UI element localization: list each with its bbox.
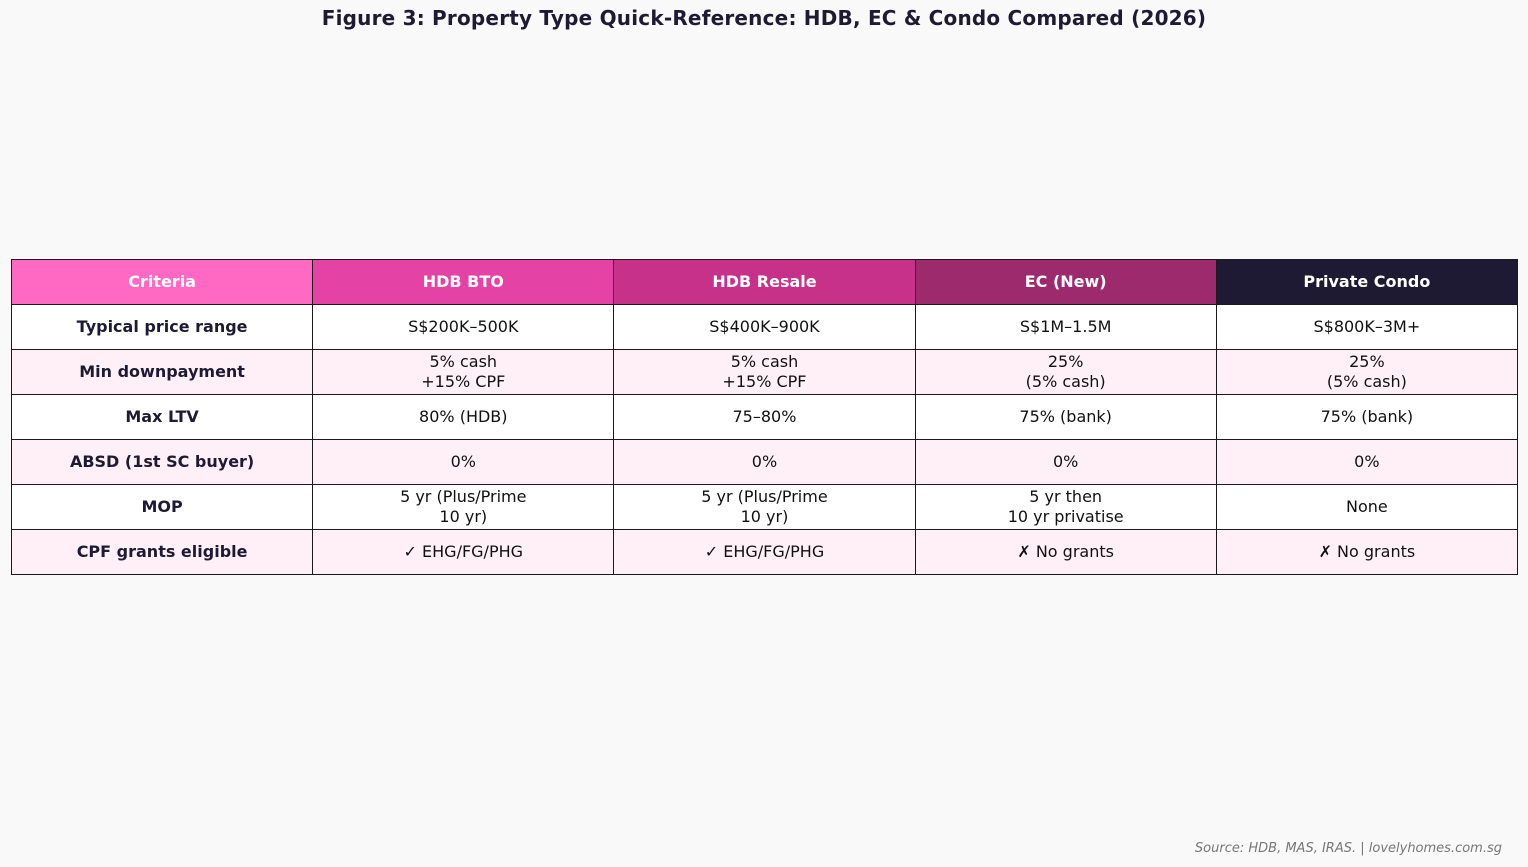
value-cell: ✗ No grants bbox=[1215, 529, 1519, 575]
criteria-cell: Min downpayment bbox=[10, 349, 314, 395]
value-cell: 0% bbox=[1215, 439, 1519, 485]
cell-text: 5 yr (Plus/Prime bbox=[701, 487, 828, 506]
cell-text: 80% (HDB) bbox=[419, 407, 508, 426]
value-cell: 25% (5% cash) bbox=[1215, 349, 1519, 395]
cell-text: (5% cash) bbox=[1025, 372, 1106, 391]
cell-text: None bbox=[1346, 497, 1388, 516]
cell-text: 25% bbox=[1047, 352, 1084, 371]
comparison-table: Criteria HDB BTO HDB Resale EC (New) Private… bbox=[10, 259, 1519, 575]
cell-text: 10 yr) bbox=[740, 507, 789, 526]
table-row: Typical price range S$200K–500K S$400K–900… bbox=[10, 304, 1519, 350]
value-cell: 75% (bank) bbox=[914, 394, 1217, 440]
cell-text: S$800K–3M+ bbox=[1313, 317, 1421, 336]
cell-text: (5% cash) bbox=[1326, 372, 1407, 391]
cell-text: 75% (bank) bbox=[1019, 407, 1112, 426]
value-cell: ✓ EHG/FG/PHG bbox=[613, 529, 916, 575]
cell-text: S$200K–500K bbox=[408, 317, 519, 336]
table-header-row: Criteria HDB BTO HDB Resale EC (New) Private… bbox=[10, 259, 1519, 305]
chart-title: Figure 3: Property Type Quick-Reference:… bbox=[321, 6, 1207, 30]
value-cell: ✓ EHG/FG/PHG bbox=[312, 529, 615, 575]
criteria-cell: Max LTV bbox=[10, 394, 314, 440]
cell-text: ✗ No grants bbox=[1318, 542, 1416, 561]
table-row: Max LTV 80% (HDB) 75–80% 75% (bank) 75% (ban… bbox=[10, 394, 1519, 440]
value-cell: 0% bbox=[914, 439, 1217, 485]
value-cell: S$800K–3M+ bbox=[1215, 304, 1519, 350]
cell-text: ✓ EHG/FG/PHG bbox=[704, 542, 825, 561]
table-row: MOP 5 yr (Plus/Prime 10 yr) 5 yr (Plus/Prim… bbox=[10, 484, 1519, 530]
cell-text: 5 yr then bbox=[1029, 487, 1103, 506]
criteria-cell: MOP bbox=[10, 484, 314, 530]
cell-text: S$1M–1.5M bbox=[1019, 317, 1112, 336]
column-header: Private Condo bbox=[1215, 259, 1519, 305]
cell-text: 25% bbox=[1349, 352, 1385, 371]
criteria-cell: CPF grants eligible bbox=[10, 529, 314, 575]
criteria-cell: ABSD (1st SC buyer) bbox=[10, 439, 314, 485]
column-header: EC (New) bbox=[914, 259, 1217, 305]
value-cell: 75–80% bbox=[613, 394, 916, 440]
table-body: Typical price range S$200K–500K S$400K–900… bbox=[10, 304, 1519, 575]
value-cell: 0% bbox=[312, 439, 615, 485]
cell-text: ✓ EHG/FG/PHG bbox=[403, 542, 524, 561]
column-header: Criteria bbox=[10, 259, 314, 305]
value-cell: 5 yr (Plus/Prime 10 yr) bbox=[312, 484, 615, 530]
cell-text: ✗ No grants bbox=[1017, 542, 1114, 561]
cell-text: 0% bbox=[450, 452, 476, 471]
value-cell: S$1M–1.5M bbox=[914, 304, 1217, 350]
table-row: Min downpayment 5% cash +15% CPF 5% cash +15… bbox=[10, 349, 1519, 395]
column-header: HDB BTO bbox=[312, 259, 615, 305]
column-header: HDB Resale bbox=[613, 259, 916, 305]
cell-text: +15% CPF bbox=[421, 372, 506, 391]
value-cell: S$400K–900K bbox=[613, 304, 916, 350]
value-cell: 5 yr then 10 yr privatise bbox=[914, 484, 1217, 530]
cell-text: 10 yr privatise bbox=[1007, 507, 1124, 526]
cell-text: 5 yr (Plus/Prime bbox=[400, 487, 527, 506]
value-cell: None bbox=[1215, 484, 1519, 530]
cell-text: 10 yr) bbox=[439, 507, 488, 526]
value-cell: 5% cash +15% CPF bbox=[312, 349, 615, 395]
cell-text: 75–80% bbox=[732, 407, 797, 426]
cell-text: 0% bbox=[1354, 452, 1380, 471]
value-cell: 25% (5% cash) bbox=[914, 349, 1217, 395]
source-note: Source: HDB, MAS, IRAS. | lovelyhomes.co… bbox=[1194, 841, 1502, 856]
table-row: CPF grants eligible ✓ EHG/FG/PHG ✓ EHG/FG/… bbox=[10, 529, 1519, 575]
value-cell: S$200K–500K bbox=[312, 304, 615, 350]
value-cell: 5 yr (Plus/Prime 10 yr) bbox=[613, 484, 916, 530]
cell-text: +15% CPF bbox=[722, 372, 807, 391]
criteria-cell: Typical price range bbox=[10, 304, 314, 350]
cell-text: 75% (bank) bbox=[1320, 407, 1414, 426]
cell-text: 5% cash bbox=[730, 352, 799, 371]
value-cell: 0% bbox=[613, 439, 916, 485]
cell-text: 5% cash bbox=[429, 352, 498, 371]
cell-text: 0% bbox=[1052, 452, 1079, 471]
value-cell: 75% (bank) bbox=[1215, 394, 1519, 440]
table-row: ABSD (1st SC buyer) 0% 0% 0% 0% bbox=[10, 439, 1519, 485]
value-cell: 5% cash +15% CPF bbox=[613, 349, 916, 395]
cell-text: S$400K–900K bbox=[709, 317, 820, 336]
cell-text: 0% bbox=[751, 452, 778, 471]
value-cell: 80% (HDB) bbox=[312, 394, 615, 440]
value-cell: ✗ No grants bbox=[914, 529, 1217, 575]
